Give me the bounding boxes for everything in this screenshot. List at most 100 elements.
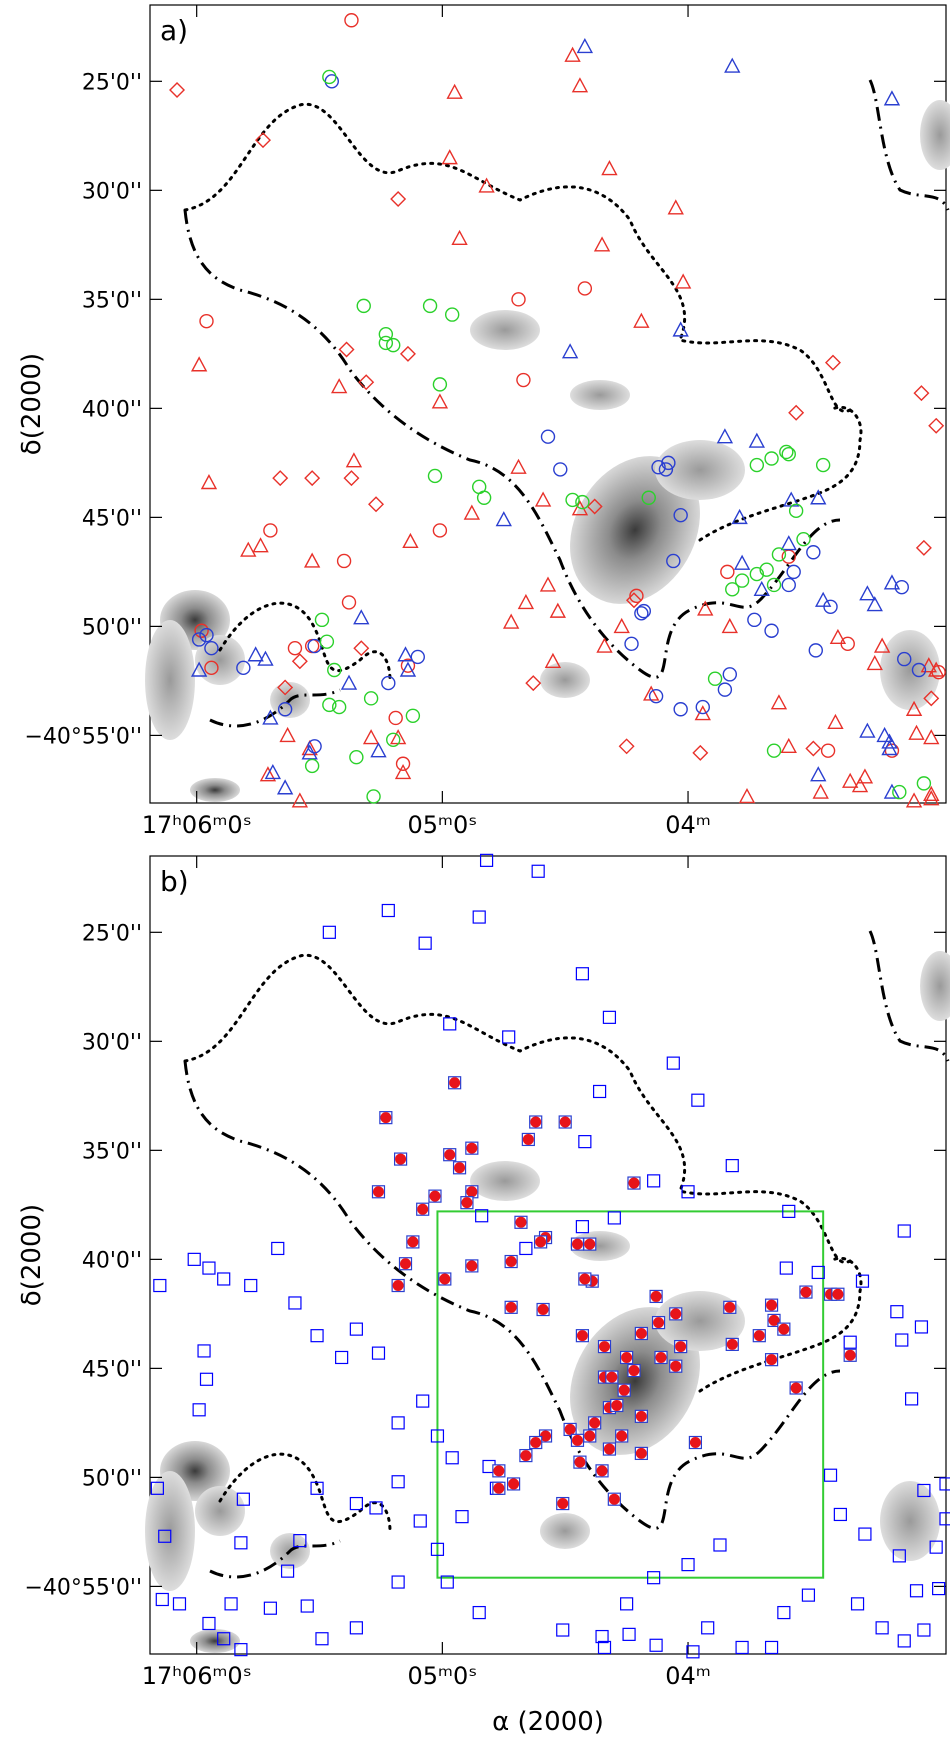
panel-b-red-filled_square-point — [595, 1464, 609, 1478]
panel-b-red-filled_square-point-fill — [444, 1149, 456, 1161]
panel-b-blue-square-point — [369, 1501, 383, 1515]
panel-a-red-triangle-point — [827, 713, 844, 730]
panel-b-blue-square-point — [445, 1451, 459, 1465]
panel-a-green-circle-point — [378, 335, 394, 351]
panel-a-green-circle-point — [796, 531, 811, 547]
panel-a-red-triangle-point — [856, 768, 874, 784]
panel-b-red-filled_square-point-fill — [505, 1301, 517, 1313]
panel-a-blue-circle-point — [636, 603, 652, 619]
panel-a-red-triangle-point — [291, 792, 309, 808]
panel-a-green-circle-point — [476, 490, 492, 505]
panel-b-y-tick-label: 35'0'' — [82, 1139, 142, 1164]
panel-b-y-tick-label: 25'0'' — [82, 921, 142, 946]
panel-a-green-circle-point — [356, 298, 371, 314]
panel-b-blue-square-point — [234, 1643, 248, 1657]
panel-a-red-triangle-point — [667, 199, 684, 215]
panel-b-red-filled_square-point-fill — [655, 1351, 667, 1363]
panel-b-red-filled_square-point-fill — [635, 1327, 647, 1339]
panel-b-blue-square-point — [578, 1135, 592, 1149]
panel-b-blue-square-point — [153, 1278, 167, 1293]
panel-a-blue-circle-point — [911, 662, 927, 678]
panel-b-red-filled_square-point-fill — [395, 1153, 407, 1165]
panel-b-blue-square-point — [892, 1549, 906, 1563]
panel-b-red-filled_square-point-fill — [589, 1417, 601, 1429]
panel-b-red-filled_square-point — [597, 1339, 612, 1354]
panel-b-red-filled_square-point-fill — [584, 1430, 596, 1442]
panel-a-green-circle-point — [779, 444, 794, 460]
panel-b-blue-square-point — [725, 1159, 739, 1173]
panel-a-red-triangle-point — [738, 787, 756, 804]
panel-b-red-filled_square-point — [393, 1152, 408, 1166]
panel-b-red-filled_square-point-fill — [576, 1330, 588, 1342]
panel-a-blue-circle-point — [781, 577, 796, 593]
panel-a-red-triangle-point — [544, 652, 562, 668]
panel-b-red-filled_square-point-fill — [429, 1190, 441, 1202]
panel-a-blue-circle-point — [661, 455, 676, 471]
panel-a-red-diamond-point — [353, 640, 370, 657]
panel-b-blue-square-point — [155, 1592, 169, 1607]
panel-b-red-filled_square-point-fill — [596, 1465, 608, 1477]
panel-a-green-circle-point — [749, 566, 765, 582]
panel-b-red-filled_square-point — [443, 1148, 457, 1162]
panel-b-blue-square-point — [777, 1605, 791, 1620]
panel-a-red-diamond-point — [525, 675, 542, 692]
panel-b-blue-square-point — [192, 1403, 206, 1417]
panel-a-blue-triangle-point — [190, 661, 208, 677]
panel-b-blue-square-point — [371, 1346, 386, 1360]
panel-a-blue-triangle-point — [881, 740, 898, 756]
panel-b-red-filled_square-point — [607, 1492, 621, 1506]
panel-a-red-diamond-point — [343, 470, 360, 487]
panel-b-blue-square-point — [475, 1209, 489, 1223]
panel-a-red-diamond-point — [390, 191, 407, 208]
panel-b-red-filled_square-point-fill — [768, 1314, 780, 1326]
panel-b-blue-square-point — [811, 1265, 825, 1280]
panel-b-red-filled_square-point — [371, 1185, 386, 1199]
panel-a-blue-circle-point — [191, 632, 207, 647]
panel-b-blue-square-point — [681, 1558, 695, 1572]
panel-b-blue-square-point — [855, 1274, 870, 1288]
panel-a-red-triangle-point — [908, 724, 925, 740]
panel-a-blue-triangle-point — [716, 428, 734, 444]
panel-a-blue-triangle-point — [780, 535, 797, 551]
panel-a-red-triangle-point — [905, 700, 923, 716]
panel-a-red-diamond-point — [788, 404, 805, 421]
panel-a-blue-circle-point — [381, 675, 396, 691]
panel-b-blue-square-point — [686, 1645, 700, 1659]
panel-a-blue-triangle-point — [495, 511, 512, 527]
panel-b-red-filled_square-point-fill — [726, 1338, 738, 1350]
chart-marks: 17ʰ06ᵐ0ˢ 05ᵐ0ˢ 04ᵐ 25'0'' 30'0'' 35'0'' 40'0''… — [24, 5, 950, 1690]
panel-b-red-filled_square-point — [556, 1496, 570, 1511]
panel-a-red-diamond-point — [625, 592, 642, 609]
panel-b-red-filled_square-point — [605, 1370, 619, 1384]
panel-b-red-filled_square-point-fill — [493, 1465, 505, 1477]
panel-a-blue-triangle-point — [810, 766, 827, 782]
panel-a-red-triangle-point — [279, 726, 296, 743]
panel-b-blue-square-point — [932, 1581, 946, 1596]
panel-b-red-filled_square-point — [448, 1076, 462, 1090]
panel-b-blue-square-point — [764, 1640, 779, 1655]
panel-a-blue-triangle-point — [876, 726, 893, 743]
panel-b-red-filled_square-point-fill — [621, 1351, 633, 1363]
panel-b-red-filled_square-point — [764, 1353, 779, 1367]
panel-b-red-filled_square-point-fill — [461, 1197, 473, 1209]
panel-b-red-filled_square-point — [428, 1189, 442, 1203]
panel-a-red-triangle-point — [478, 177, 495, 193]
panel-b-red-filled_square-point-fill — [466, 1260, 478, 1272]
panel-b-y-tick-label: 40'0'' — [82, 1248, 142, 1273]
panel-b-red-filled_square-point — [583, 1237, 597, 1251]
panel-b-blue-square-point — [602, 1010, 617, 1024]
panel-a-contours — [183, 79, 950, 728]
panel-a-blue-triangle-point — [859, 585, 876, 601]
panel-b-red-filled_square-point-fill — [530, 1116, 542, 1128]
panel-b-blue-square-point — [917, 1483, 931, 1498]
panel-b-red-filled_square-point — [529, 1115, 543, 1129]
panel-b-red-filled_square-point-fill — [579, 1273, 591, 1285]
panel-a-green-circle-point — [892, 784, 907, 800]
panel-b-red-filled_square-point-fill — [628, 1177, 640, 1189]
panel-b-blue-square-point — [197, 1344, 211, 1358]
panel-b-blue-square-point — [823, 1468, 838, 1482]
panel-a-red-triangle-point — [923, 729, 940, 745]
panel-a-green-circle-point — [575, 494, 590, 510]
panel-a-red-diamond-point — [692, 744, 709, 761]
panel-b-red-filled_square-point — [538, 1429, 553, 1443]
